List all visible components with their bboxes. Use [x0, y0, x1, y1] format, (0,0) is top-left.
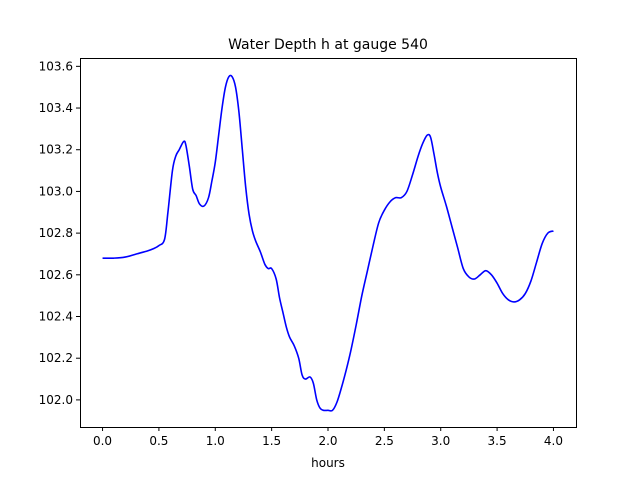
y-tick-label: 102.2 — [39, 351, 73, 365]
x-tick-label: 3.0 — [431, 434, 450, 448]
series-line-0 — [102, 74, 554, 412]
y-tick-label: 103.6 — [39, 59, 73, 73]
x-axis: 0.0 0.5 1.0 1.5 2.0 2.5 3.0 3.5 4.0 — [93, 427, 563, 448]
y-tick-label: 103.0 — [39, 184, 73, 198]
axes-frame — [80, 58, 577, 428]
y-tick-label: 102.6 — [39, 268, 73, 282]
x-tick-label: 2.5 — [375, 434, 394, 448]
x-tick-label: 4.0 — [544, 434, 563, 448]
series-layer — [102, 74, 554, 412]
y-axis: 102.0 102.2 102.4 102.6 102.8 103.0 103.2 103.4… — [39, 59, 80, 407]
chart-title: Water Depth h at gauge 540 — [228, 37, 428, 53]
y-tick-label: 102.4 — [39, 310, 73, 324]
y-tick-label: 103.2 — [39, 143, 73, 157]
y-tick-label: 102.8 — [39, 226, 73, 240]
x-tick-label: 3.5 — [488, 434, 507, 448]
x-tick-label: 1.0 — [206, 434, 225, 448]
x-tick-label: 1.5 — [262, 434, 281, 448]
x-tick-label: 0.0 — [93, 434, 112, 448]
x-tick-label: 0.5 — [149, 434, 168, 448]
x-axis-label: hours — [311, 456, 345, 470]
y-tick-label: 102.0 — [39, 393, 73, 407]
y-tick-label: 103.4 — [39, 101, 73, 115]
x-tick-label: 2.0 — [318, 434, 337, 448]
